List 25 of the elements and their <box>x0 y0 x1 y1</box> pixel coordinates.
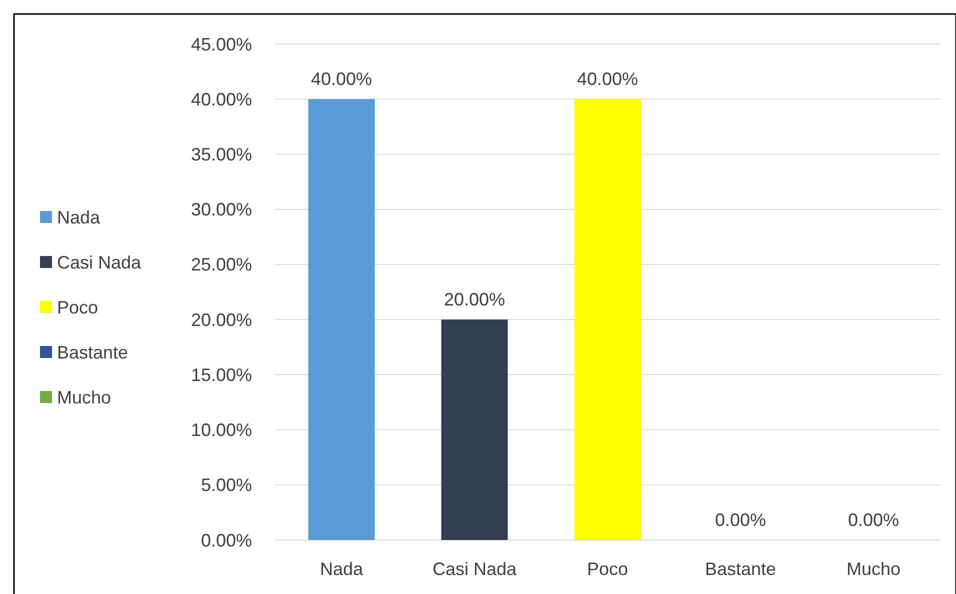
y-tick-label: 40.00% <box>190 89 252 110</box>
y-tick-label: 15.00% <box>190 364 252 385</box>
data-label: 0.00% <box>848 510 900 530</box>
x-tick-label: Bastante <box>704 559 776 579</box>
data-label: 0.00% <box>714 510 766 530</box>
legend-label: Poco <box>57 297 98 318</box>
x-tick-label: Poco <box>586 559 628 579</box>
data-label: 40.00% <box>576 69 638 90</box>
x-tick-label: Mucho <box>846 559 901 579</box>
x-tick-label: Casi Nada <box>432 559 518 579</box>
y-tick-label: 20.00% <box>190 310 252 330</box>
y-tick-label: 10.00% <box>190 420 252 440</box>
y-tick-label: 35.00% <box>190 144 252 165</box>
legend-label: Nada <box>57 207 102 228</box>
legend-label: Bastante <box>57 342 128 362</box>
y-tick-label: 45.00% <box>190 34 252 54</box>
data-label: 40.00% <box>310 69 372 90</box>
y-tick-label: 30.00% <box>190 200 252 220</box>
y-tick-label: 0.00% <box>200 530 252 550</box>
y-tick-label: 25.00% <box>190 254 252 275</box>
legend-label: Mucho <box>57 387 112 408</box>
x-tick-label: Nada <box>320 559 364 579</box>
data-label: 20.00% <box>444 290 506 310</box>
legend-label: Casi Nada <box>57 252 142 272</box>
y-tick-label: 5.00% <box>200 475 252 496</box>
